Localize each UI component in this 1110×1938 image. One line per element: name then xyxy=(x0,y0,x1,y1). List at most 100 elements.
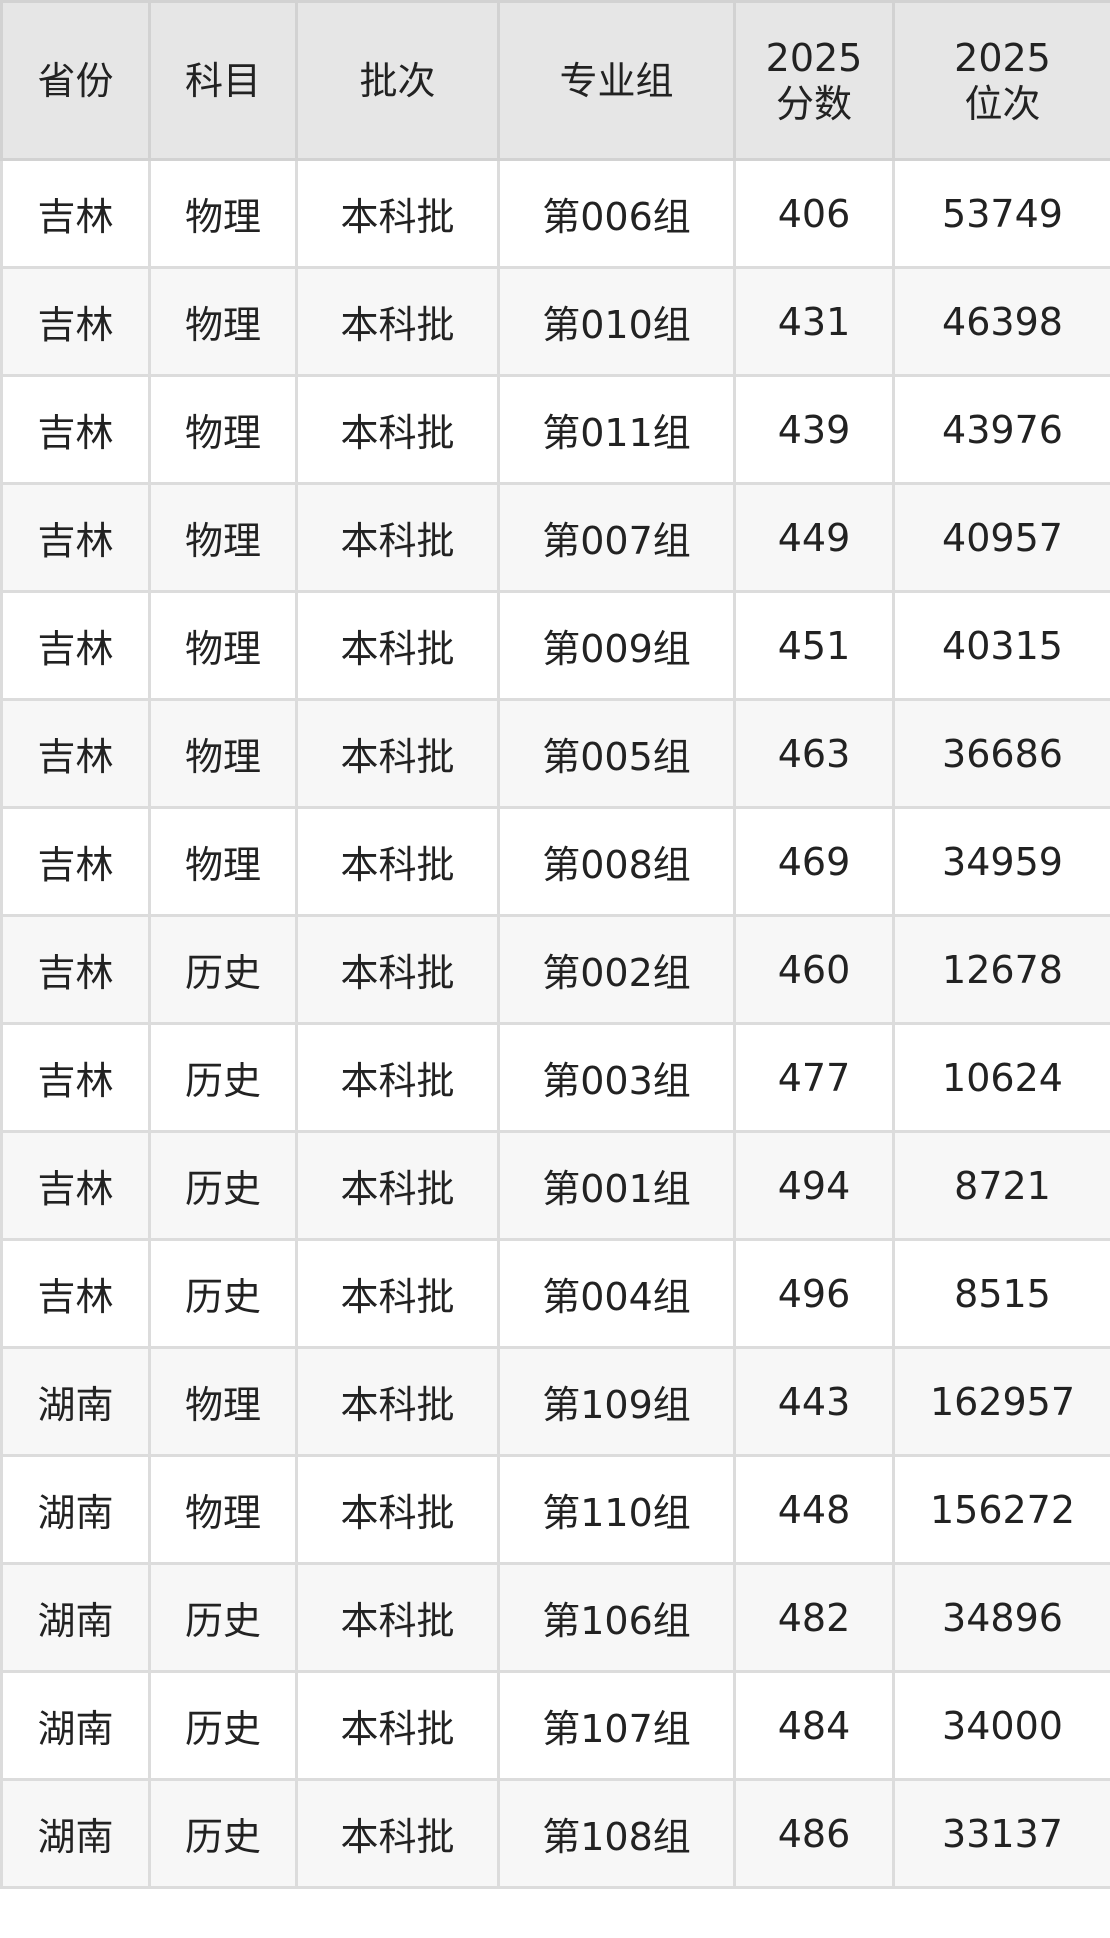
cell-province: 吉林 xyxy=(0,374,151,485)
header-major-group: 专业组 xyxy=(497,0,736,161)
cell-subject: 历史 xyxy=(148,1238,298,1349)
cell-subject: 物理 xyxy=(148,266,298,377)
header-batch: 批次 xyxy=(295,0,500,161)
header-rank-2025: 2025 位次 xyxy=(892,0,1110,161)
cell-subject: 历史 xyxy=(148,1778,298,1889)
cell-subject: 物理 xyxy=(148,590,298,701)
cell-score-2025: 451 xyxy=(733,590,895,701)
cell-major-group: 第009组 xyxy=(497,590,736,701)
cell-subject: 历史 xyxy=(148,1130,298,1241)
cell-rank-2025: 40957 xyxy=(892,482,1110,593)
header-text: 位次 xyxy=(964,81,1041,126)
cell-score-2025: 443 xyxy=(733,1346,895,1457)
header-subject: 科目 xyxy=(148,0,298,161)
cell-rank-2025: 12678 xyxy=(892,914,1110,1025)
cell-score-2025: 477 xyxy=(733,1022,895,1133)
cell-rank-2025: 34959 xyxy=(892,806,1110,917)
cell-score-2025: 484 xyxy=(733,1670,895,1781)
cell-rank-2025: 162957 xyxy=(892,1346,1110,1457)
cell-rank-2025: 36686 xyxy=(892,698,1110,809)
cell-major-group: 第003组 xyxy=(497,1022,736,1133)
cell-subject: 历史 xyxy=(148,1022,298,1133)
cell-score-2025: 431 xyxy=(733,266,895,377)
cell-province: 湖南 xyxy=(0,1562,151,1673)
header-text: 分数 xyxy=(775,81,852,126)
cell-batch: 本科批 xyxy=(295,1778,500,1889)
cell-batch: 本科批 xyxy=(295,806,500,917)
cell-batch: 本科批 xyxy=(295,374,500,485)
table-row: 吉林 物理 本科批 第011组 439 43976 xyxy=(0,374,1110,485)
cell-batch: 本科批 xyxy=(295,698,500,809)
cell-score-2025: 406 xyxy=(733,158,895,269)
cell-batch: 本科批 xyxy=(295,1130,500,1241)
cell-score-2025: 496 xyxy=(733,1238,895,1349)
cell-major-group: 第109组 xyxy=(497,1346,736,1457)
header-province: 省份 xyxy=(0,0,151,161)
table-row: 吉林 物理 本科批 第007组 449 40957 xyxy=(0,482,1110,593)
cell-rank-2025: 33137 xyxy=(892,1778,1110,1889)
table-row: 湖南 历史 本科批 第107组 484 34000 xyxy=(0,1670,1110,1781)
cell-province: 湖南 xyxy=(0,1346,151,1457)
cell-major-group: 第005组 xyxy=(497,698,736,809)
cell-province: 湖南 xyxy=(0,1778,151,1889)
cell-score-2025: 460 xyxy=(733,914,895,1025)
table-row: 湖南 物理 本科批 第109组 443 162957 xyxy=(0,1346,1110,1457)
cell-rank-2025: 53749 xyxy=(892,158,1110,269)
cell-province: 吉林 xyxy=(0,806,151,917)
cell-province: 吉林 xyxy=(0,482,151,593)
table-row: 吉林 历史 本科批 第001组 494 8721 xyxy=(0,1130,1110,1241)
header-text: 2025 xyxy=(954,35,1051,80)
table-row: 吉林 历史 本科批 第004组 496 8515 xyxy=(0,1238,1110,1349)
cell-batch: 本科批 xyxy=(295,590,500,701)
cell-rank-2025: 43976 xyxy=(892,374,1110,485)
table-body: 吉林 物理 本科批 第006组 406 53749 吉林 物理 本科批 第010组 431 46398… xyxy=(0,158,1110,1889)
cell-batch: 本科批 xyxy=(295,1238,500,1349)
cell-subject: 历史 xyxy=(148,1562,298,1673)
cell-score-2025: 449 xyxy=(733,482,895,593)
cell-major-group: 第108组 xyxy=(497,1778,736,1889)
cell-batch: 本科批 xyxy=(295,914,500,1025)
cell-batch: 本科批 xyxy=(295,1670,500,1781)
cell-batch: 本科批 xyxy=(295,1562,500,1673)
cell-major-group: 第011组 xyxy=(497,374,736,485)
cell-province: 湖南 xyxy=(0,1454,151,1565)
cell-rank-2025: 46398 xyxy=(892,266,1110,377)
cell-subject: 物理 xyxy=(148,1346,298,1457)
cell-subject: 物理 xyxy=(148,482,298,593)
cell-province: 吉林 xyxy=(0,1130,151,1241)
cell-province: 吉林 xyxy=(0,158,151,269)
cell-subject: 物理 xyxy=(148,158,298,269)
cell-score-2025: 494 xyxy=(733,1130,895,1241)
table-row: 湖南 物理 本科批 第110组 448 156272 xyxy=(0,1454,1110,1565)
cell-province: 吉林 xyxy=(0,266,151,377)
cell-major-group: 第010组 xyxy=(497,266,736,377)
cell-rank-2025: 34000 xyxy=(892,1670,1110,1781)
cell-rank-2025: 8721 xyxy=(892,1130,1110,1241)
cell-rank-2025: 40315 xyxy=(892,590,1110,701)
cell-province: 吉林 xyxy=(0,590,151,701)
header-text: 2025 xyxy=(765,35,863,80)
cell-rank-2025: 10624 xyxy=(892,1022,1110,1133)
cell-subject: 历史 xyxy=(148,1670,298,1781)
cell-major-group: 第007组 xyxy=(497,482,736,593)
table-row: 吉林 物理 本科批 第009组 451 40315 xyxy=(0,590,1110,701)
cell-province: 吉林 xyxy=(0,914,151,1025)
cell-subject: 物理 xyxy=(148,374,298,485)
cell-batch: 本科批 xyxy=(295,1454,500,1565)
table-row: 吉林 物理 本科批 第005组 463 36686 xyxy=(0,698,1110,809)
header-row: 省份 科目 批次 专业组 2025 分数 2025 位次 xyxy=(0,0,1110,161)
cell-subject: 物理 xyxy=(148,1454,298,1565)
cell-batch: 本科批 xyxy=(295,266,500,377)
cell-major-group: 第107组 xyxy=(497,1670,736,1781)
table-row: 吉林 历史 本科批 第003组 477 10624 xyxy=(0,1022,1110,1133)
cell-score-2025: 448 xyxy=(733,1454,895,1565)
cell-batch: 本科批 xyxy=(295,482,500,593)
cell-major-group: 第106组 xyxy=(497,1562,736,1673)
cell-score-2025: 439 xyxy=(733,374,895,485)
cell-major-group: 第001组 xyxy=(497,1130,736,1241)
cell-major-group: 第008组 xyxy=(497,806,736,917)
header-text: 专业组 xyxy=(559,58,674,103)
cell-subject: 物理 xyxy=(148,806,298,917)
cell-batch: 本科批 xyxy=(295,158,500,269)
cell-province: 吉林 xyxy=(0,698,151,809)
